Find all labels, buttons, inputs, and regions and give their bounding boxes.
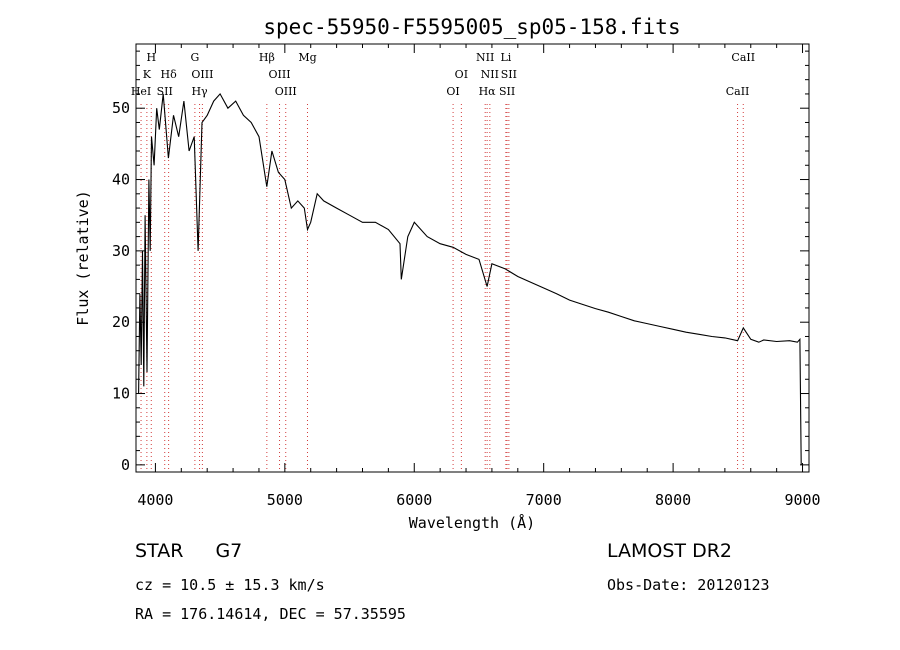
line-marker-label: Hγ bbox=[191, 85, 208, 98]
line-marker-label: K bbox=[143, 68, 152, 81]
line-marker-label: NII bbox=[476, 51, 494, 64]
line-marker-label: SII bbox=[501, 68, 517, 81]
x-tick-label: 4000 bbox=[137, 491, 173, 509]
spectrum-series-line bbox=[138, 92, 802, 465]
line-marker-label: HeI bbox=[131, 85, 151, 98]
y-axis-label: Flux (relative) bbox=[74, 190, 92, 325]
redshift-readout: cz = 10.5 ± 15.3 km/s bbox=[135, 576, 325, 594]
x-tick-label: 6000 bbox=[396, 491, 432, 509]
plot-frame bbox=[135, 43, 810, 473]
y-tick-label: 40 bbox=[112, 171, 130, 189]
line-marker-label: OI bbox=[446, 85, 459, 98]
line-marker-label: OIII bbox=[268, 68, 290, 81]
line-marker-label: G bbox=[190, 51, 199, 64]
line-marker-label: CaII bbox=[731, 51, 755, 64]
x-axis: 4000 5000 6000 7000 8000 9000 bbox=[137, 44, 821, 509]
line-marker-label: Mg bbox=[298, 51, 316, 64]
line-marker-label: OI bbox=[455, 68, 468, 81]
x-tick-label: 7000 bbox=[526, 491, 562, 509]
line-marker-label: Hα bbox=[479, 85, 497, 98]
line-marker-label: Hδ bbox=[161, 68, 178, 81]
line-marker-label: SII bbox=[157, 85, 173, 98]
line-marker-label: CaII bbox=[726, 85, 750, 98]
survey-label: LAMOST DR2 bbox=[607, 540, 732, 562]
object-class: STAR G7 bbox=[135, 540, 242, 562]
subclass-label: G7 bbox=[215, 540, 243, 562]
line-marker-label: H bbox=[146, 51, 156, 64]
y-tick-label: 30 bbox=[112, 242, 130, 260]
chart-title: spec-55950-F5595005_sp05-158.fits bbox=[263, 15, 680, 39]
obs-date-readout: Obs-Date: 20120123 bbox=[607, 576, 770, 594]
y-tick-label: 10 bbox=[112, 385, 130, 403]
line-marker-label: SII bbox=[499, 85, 515, 98]
line-marker-label: OIII bbox=[191, 68, 213, 81]
line-marker-label: Hβ bbox=[259, 51, 275, 64]
y-tick-label: 0 bbox=[121, 456, 130, 474]
line-marker-label: Li bbox=[500, 51, 511, 64]
line-marker-label: OIII bbox=[275, 85, 297, 98]
y-tick-label: 50 bbox=[112, 99, 130, 117]
coordinates-readout: RA = 176.14614, DEC = 57.35595 bbox=[135, 605, 406, 623]
x-tick-label: 8000 bbox=[655, 491, 691, 509]
line-marker-label: NII bbox=[481, 68, 499, 81]
x-axis-label: Wavelength (Å) bbox=[409, 513, 535, 532]
x-tick-label: 5000 bbox=[267, 491, 303, 509]
series-layer bbox=[138, 92, 802, 465]
y-tick-label: 20 bbox=[112, 313, 130, 331]
class-label: STAR bbox=[135, 540, 184, 562]
x-tick-label: 9000 bbox=[784, 491, 820, 509]
y-axis: 0 10 20 30 40 50 bbox=[112, 50, 809, 474]
